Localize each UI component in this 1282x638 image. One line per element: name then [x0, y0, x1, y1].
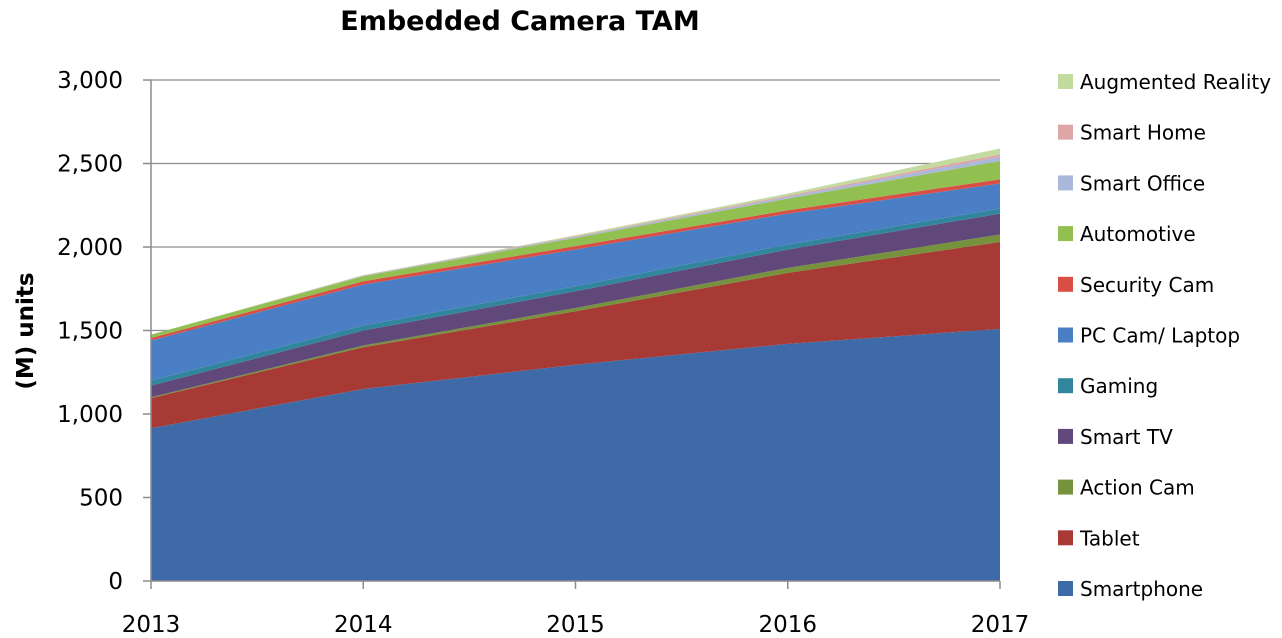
- legend-swatch: [1058, 428, 1073, 444]
- legend-label: Automotive: [1080, 222, 1196, 246]
- legend-item-augmented-reality: Augmented Reality: [1058, 70, 1271, 94]
- legend-label: Smart Office: [1080, 171, 1205, 195]
- legend-label: Smart Home: [1080, 121, 1206, 145]
- area-series-smartphone: [151, 328, 1000, 581]
- y-tick-label: 500: [79, 486, 123, 512]
- legend-item-action-cam: Action Cam: [1058, 476, 1195, 500]
- area-series-tablet: [151, 241, 1000, 429]
- legend-swatch: [1058, 479, 1073, 495]
- legend-swatch: [1058, 175, 1073, 191]
- legend-swatch: [1058, 124, 1073, 140]
- area-series-gaming: [151, 208, 1000, 386]
- legend-label: Gaming: [1080, 374, 1158, 398]
- y-tick-label: 1,000: [57, 402, 123, 428]
- legend: Augmented Reality Smart Home Smart Office A…: [1058, 70, 1271, 601]
- legend-item-smart-tv: Smart TV: [1058, 425, 1173, 449]
- legend-item-security-cam: Security Cam: [1058, 273, 1214, 297]
- area-series-pc-cam-laptop: [151, 183, 1000, 381]
- x-tick-label: 2017: [971, 612, 1030, 638]
- y-tick-label: 2,000: [57, 235, 123, 261]
- legend-swatch: [1058, 327, 1073, 343]
- legend-label: Security Cam: [1080, 273, 1214, 297]
- y-tick-label: 2,500: [57, 152, 123, 178]
- area-series-smart-office: [151, 156, 1000, 335]
- legend-swatch: [1058, 530, 1073, 546]
- legend-item-pc-cam-laptop: PC Cam/ Laptop: [1058, 324, 1240, 348]
- y-tick-label: 1,500: [57, 319, 123, 345]
- area-series-security-cam: [151, 179, 1000, 341]
- chart-title: Embedded Camera TAM: [340, 6, 699, 37]
- legend-label: Action Cam: [1080, 476, 1195, 500]
- legend-item-smartphone: Smartphone: [1058, 577, 1203, 601]
- legend-label: Smartphone: [1080, 577, 1203, 601]
- x-tick-label: 2015: [546, 612, 605, 638]
- legend-label: Tablet: [1079, 526, 1140, 550]
- legend-swatch: [1058, 74, 1073, 89]
- legend-swatch: [1058, 226, 1073, 242]
- legend-item-smart-home: Smart Home: [1058, 121, 1206, 145]
- legend-swatch: [1058, 581, 1073, 596]
- legend-item-automotive: Automotive: [1058, 222, 1196, 246]
- legend-swatch: [1058, 378, 1073, 394]
- legend-label: Augmented Reality: [1080, 70, 1271, 94]
- y-tick-label: 3,000: [57, 68, 123, 94]
- y-axis-label: (M) units: [13, 272, 39, 389]
- x-tick-label: 2013: [122, 612, 181, 638]
- legend-item-gaming: Gaming: [1058, 374, 1158, 398]
- area-series-smart-home: [151, 154, 1000, 335]
- area-series-action-cam: [151, 234, 1000, 399]
- y-tick-label: 0: [108, 569, 123, 595]
- axes: 0 500 1,000 1,500 2,000 2,500 3,000 2013 2014 201…: [57, 68, 1029, 638]
- legend-label: Smart TV: [1080, 425, 1173, 449]
- plot-area: [151, 148, 1000, 581]
- legend-item-tablet: Tablet: [1058, 526, 1140, 550]
- area-series-automotive: [151, 160, 1000, 339]
- legend-label: PC Cam/ Laptop: [1080, 324, 1240, 348]
- x-tick-label: 2014: [334, 612, 393, 638]
- x-tick-label: 2016: [758, 612, 817, 638]
- legend-swatch: [1058, 276, 1073, 292]
- area-series-augmented-reality: [151, 148, 1000, 335]
- area-series-smart-tv: [151, 213, 1000, 398]
- legend-item-smart-office: Smart Office: [1058, 171, 1205, 195]
